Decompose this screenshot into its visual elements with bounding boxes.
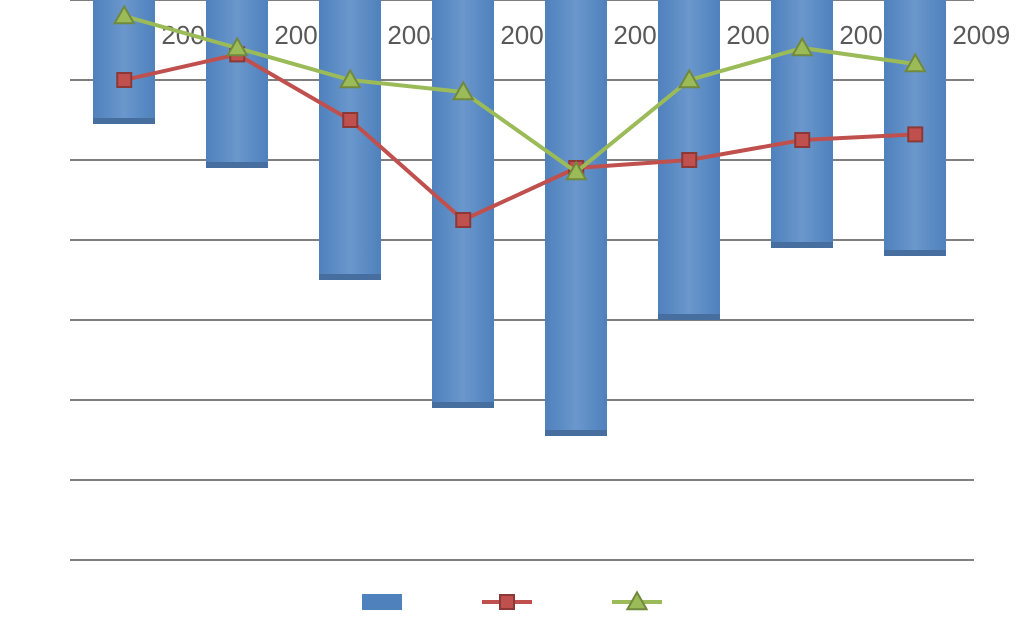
marker-triangle bbox=[627, 592, 646, 609]
gridline bbox=[70, 239, 974, 241]
gridline bbox=[70, 479, 974, 481]
legend bbox=[0, 582, 1024, 622]
bar bbox=[432, 0, 494, 408]
bar bbox=[206, 0, 268, 168]
bar-cap bbox=[93, 118, 155, 124]
bar-cap bbox=[658, 314, 720, 320]
gridline bbox=[70, 319, 974, 321]
bar bbox=[771, 0, 833, 248]
legend-item bbox=[612, 592, 662, 612]
legend-item bbox=[362, 594, 402, 610]
bar-cap bbox=[432, 402, 494, 408]
bar bbox=[319, 0, 381, 280]
gridline bbox=[70, 399, 974, 401]
bar bbox=[658, 0, 720, 320]
x-axis-label: 2009 bbox=[952, 20, 1010, 51]
bar bbox=[884, 0, 946, 256]
bar-cap bbox=[545, 430, 607, 436]
bar-cap bbox=[771, 242, 833, 248]
bar bbox=[93, 0, 155, 124]
plot-area: 20022003200420052006200720082009 bbox=[70, 0, 974, 560]
legend-line-swatch bbox=[612, 592, 662, 612]
bar-cap bbox=[884, 250, 946, 256]
legend-marker bbox=[627, 592, 647, 612]
marker-square bbox=[500, 595, 514, 609]
legend-marker bbox=[497, 592, 517, 612]
bar-cap bbox=[319, 274, 381, 280]
legend-bar-swatch bbox=[362, 594, 402, 610]
bar-cap bbox=[206, 162, 268, 168]
chart-container: 20022003200420052006200720082009 bbox=[0, 0, 1024, 633]
legend-line-swatch bbox=[482, 592, 532, 612]
gridline bbox=[70, 559, 974, 561]
bar bbox=[545, 0, 607, 436]
legend-item bbox=[482, 592, 532, 612]
